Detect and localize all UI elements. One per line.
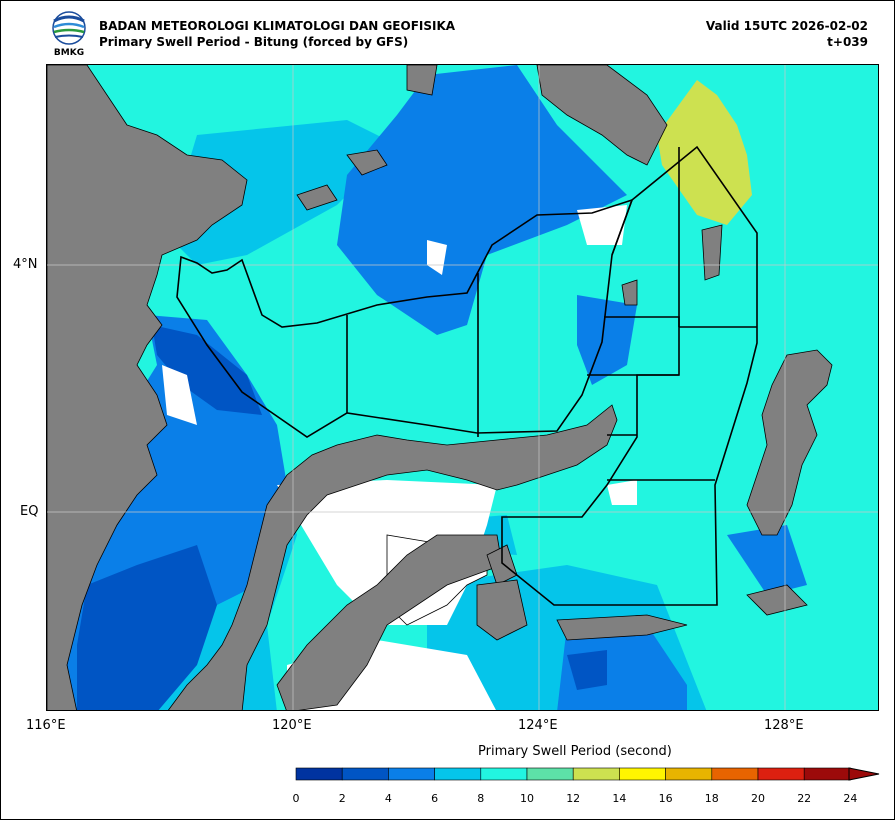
valid-time: Valid 15UTC 2026-02-02 (705, 19, 868, 33)
lat-label-4n: 4°N (13, 257, 38, 272)
colorbar-segment (711, 767, 759, 781)
agency-title: BADAN METEOROLOGI KLIMATOLOGI DAN GEOFIS… (99, 19, 456, 33)
colorbar-tick-label: 2 (338, 792, 346, 805)
colorbar-tick-label: 20 (751, 792, 765, 805)
sea-4-6-halmahera (727, 525, 807, 595)
forecast-area-boundaries (176, 145, 758, 606)
area-boundary-west (176, 198, 634, 438)
sea-12-14-patch (657, 80, 752, 225)
colorbar-tick-label: 0 (292, 792, 300, 805)
colorbar-segment (341, 767, 389, 781)
land-sula (556, 614, 688, 641)
colorbar (295, 767, 880, 781)
nodata-coast (162, 365, 197, 425)
sea-2-4-makassar-north (152, 325, 262, 415)
colorbar-segment (388, 767, 435, 781)
colorbar-tick-label: 14 (612, 792, 627, 805)
colorbar-segment (434, 767, 482, 781)
sea-4-6-south (557, 625, 687, 710)
colorbar-tick-label: 18 (704, 792, 719, 805)
map-canvas (47, 65, 878, 710)
nodata-east-patch (607, 480, 637, 505)
colorbar-tick-label: 4 (384, 792, 392, 805)
sea-2-4-makassar-south (77, 545, 217, 710)
land-borneo (47, 65, 248, 710)
logo-text: BMKG (54, 48, 84, 57)
land-halmahera (746, 349, 833, 536)
nodata-islet (427, 240, 447, 275)
colorbar-segment (757, 767, 805, 781)
lon-label-124: 124°E (518, 718, 558, 733)
colorbar-tick-label: 12 (566, 792, 581, 805)
graticule (47, 65, 878, 710)
colorbar-tick-label: 16 (658, 792, 673, 805)
colorbar-tick-label: 10 (520, 792, 534, 805)
land-mindanao (536, 65, 668, 166)
colorbar-segment (480, 767, 528, 781)
colorbar-tick-label: 22 (797, 792, 812, 805)
land-talaud (701, 224, 723, 281)
sea-4-6-celebes-north (337, 65, 627, 335)
colorbar-tick-label: 8 (477, 792, 485, 805)
colorbar-extend-arrow (848, 767, 880, 781)
swell-period-map (46, 64, 879, 711)
colorbar-segment (572, 767, 620, 781)
colorbar-title: Primary Swell Period (second) (478, 744, 672, 759)
colorbar-segment (803, 767, 851, 781)
land-sangihe (621, 279, 638, 306)
colorbar-tick-label: 6 (431, 792, 439, 805)
lat-label-eq: EQ (20, 504, 39, 519)
colorbar-segment (665, 767, 713, 781)
colorbar-segment (295, 767, 343, 781)
land-obi (746, 584, 808, 616)
colorbar-segment (619, 767, 666, 781)
lon-label-116: 116°E (26, 718, 66, 733)
land-sulu-islet-2 (296, 184, 338, 211)
nodata-mindanao-south (577, 205, 627, 245)
land-banggai (476, 579, 528, 641)
lead-time: t+039 (827, 35, 868, 49)
land-sulawesi-north-arm (167, 404, 618, 710)
lon-label-120: 120°E (272, 718, 312, 733)
bmkg-logo: BMKG (52, 11, 86, 57)
land-north-island (406, 65, 438, 96)
colorbar-segment (526, 767, 574, 781)
map-subtitle: Primary Swell Period - Bitung (forced by… (99, 35, 409, 49)
sea-2-4-banda (567, 650, 607, 690)
colorbar-tick-label: 24 (843, 792, 858, 805)
land-sulu-islet (346, 149, 388, 176)
lon-label-128: 128°E (764, 718, 804, 733)
sea-6-8-north (167, 120, 397, 265)
